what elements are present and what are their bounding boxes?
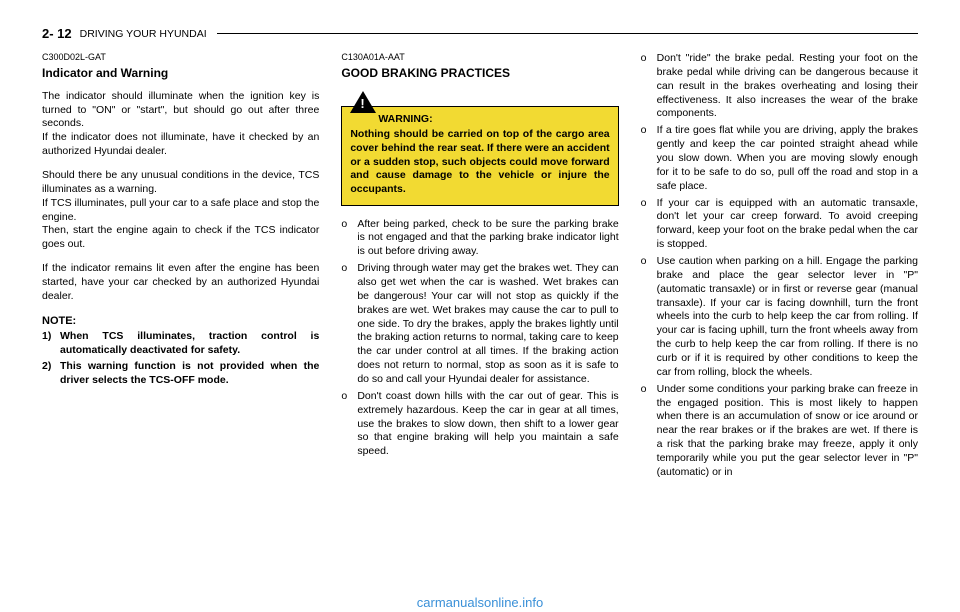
column-1: C300D02L-GAT Indicator and Warning The i… [42, 52, 319, 594]
para: The indicator should illuminate when the… [42, 90, 319, 130]
ref-code: C300D02L-GAT [42, 52, 319, 64]
section-title: DRIVING YOUR HYUNDAI [80, 28, 207, 40]
bullet-icon: o [341, 390, 357, 459]
para: If the indicator does not illuminate, ha… [42, 131, 319, 157]
body-text: The indicator should illuminate when the… [42, 90, 319, 159]
bullet-icon: o [641, 124, 657, 193]
bullet-icon: o [341, 218, 357, 260]
ref-code: C130A01A-AAT [341, 52, 618, 64]
warning-box: WARNING: Nothing should be carried on to… [341, 106, 618, 206]
heading-indicator: Indicator and Warning [42, 66, 319, 82]
column-3: o Don't "ride" the brake pedal. Resting … [641, 52, 918, 594]
para: If TCS illuminates, pull your car to a s… [42, 197, 319, 223]
note-label: NOTE: [42, 314, 319, 329]
content-columns: C300D02L-GAT Indicator and Warning The i… [42, 52, 918, 594]
list-item: o If your car is equipped with an automa… [641, 197, 918, 252]
bullet-icon: o [641, 197, 657, 252]
warning-body: Nothing should be carried on top of the … [350, 128, 609, 196]
bullet-icon: o [641, 52, 657, 121]
bullet-text: Under some conditions your parking brake… [657, 383, 918, 480]
list-item: o Under some conditions your parking bra… [641, 383, 918, 480]
bullet-list: o Don't "ride" the brake pedal. Resting … [641, 52, 918, 480]
heading-braking: GOOD BRAKING PRACTICES [341, 66, 618, 82]
watermark: carmanualsonline.info [0, 595, 960, 610]
bullet-text: If your car is equipped with an automati… [657, 197, 918, 252]
page: 2- 12 DRIVING YOUR HYUNDAI C300D02L-GAT … [0, 0, 960, 612]
bullet-icon: o [341, 262, 357, 387]
bullet-text: Don't "ride" the brake pedal. Resting yo… [657, 52, 918, 121]
note-item-1: 1) When TCS illuminates, traction contro… [42, 330, 319, 358]
note-text: When TCS illuminates, traction control i… [60, 330, 319, 358]
list-item: o After being parked, check to be sure t… [341, 218, 618, 260]
column-2: C130A01A-AAT GOOD BRAKING PRACTICES WARN… [341, 52, 618, 594]
bullet-text: After being parked, check to be sure the… [357, 218, 618, 260]
bullet-text: Don't coast down hills with the car out … [357, 390, 618, 459]
list-item: o Don't "ride" the brake pedal. Resting … [641, 52, 918, 121]
warning-title-row: WARNING: [378, 113, 609, 127]
note-item-2: 2) This warning function is not provided… [42, 360, 319, 388]
list-item: o Use caution when parking on a hill. En… [641, 255, 918, 380]
bullet-icon: o [641, 255, 657, 380]
page-number: 2- 12 [42, 26, 72, 41]
bullet-icon: o [641, 383, 657, 480]
bullet-text: Use caution when parking on a hill. Enga… [657, 255, 918, 380]
note-text: This warning function is not provided wh… [60, 360, 319, 388]
body-text: If the indicator remains lit even after … [42, 262, 319, 304]
bullet-list: o After being parked, check to be sure t… [341, 218, 618, 460]
warning-triangle-icon [350, 91, 376, 113]
list-item: o Don't coast down hills with the car ou… [341, 390, 618, 459]
list-item: o Driving through water may get the brak… [341, 262, 618, 387]
page-header: 2- 12 DRIVING YOUR HYUNDAI [42, 26, 918, 41]
warning-title: WARNING: [378, 113, 432, 127]
list-number: 2) [42, 360, 60, 388]
spacer [341, 90, 618, 100]
list-number: 1) [42, 330, 60, 358]
bullet-text: Driving through water may get the brakes… [357, 262, 618, 387]
header-rule [217, 33, 918, 34]
body-text: Should there be any unusual conditions i… [42, 169, 319, 252]
list-item: o If a tire goes flat while you are driv… [641, 124, 918, 193]
bullet-text: If a tire goes flat while you are drivin… [657, 124, 918, 193]
para: Should there be any unusual conditions i… [42, 169, 319, 195]
para: Then, start the engine again to check if… [42, 224, 319, 250]
